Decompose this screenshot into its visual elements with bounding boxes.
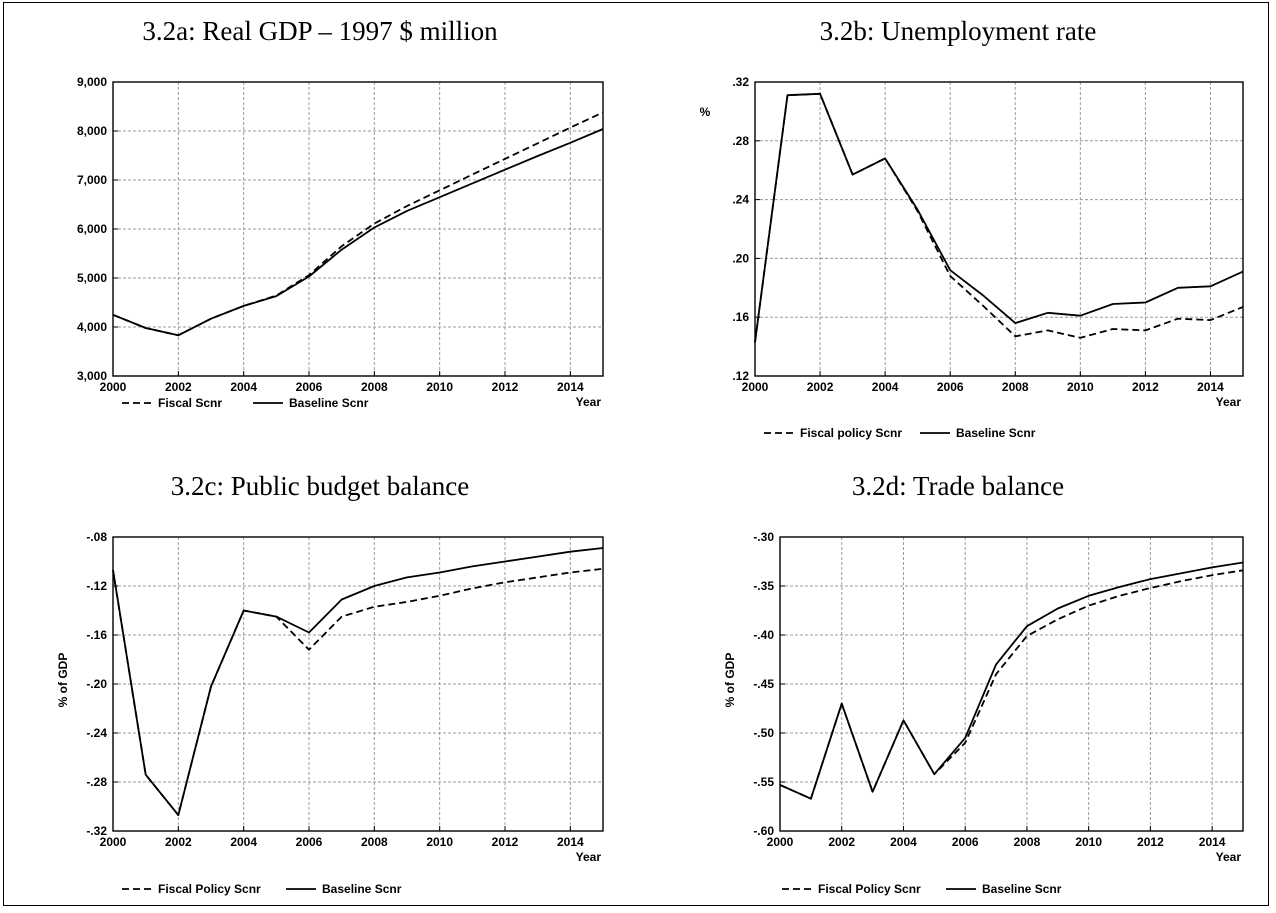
x-tick-label: 2008 <box>1002 380 1029 394</box>
y-tick-label: 6,000 <box>77 222 107 236</box>
y-axis-label: % of GDP <box>723 653 737 708</box>
x-tick-label: 2000 <box>742 380 769 394</box>
x-tick-label: 2012 <box>492 835 519 849</box>
y-tick-label: -.60 <box>753 824 774 838</box>
y-tick-label: 4,000 <box>77 320 107 334</box>
y-tick-label: 9,000 <box>77 75 107 89</box>
x-axis-label: Year <box>1216 850 1242 864</box>
legend-label: Baseline Scnr <box>982 882 1062 896</box>
panel-budget: 3.2c: Public budget balance 2000 2002 2004… <box>0 455 640 913</box>
x-tick-label: 2008 <box>361 835 388 849</box>
x-tick-label: 2010 <box>1067 380 1094 394</box>
x-tick-label: 2006 <box>952 835 979 849</box>
x-tick-label: 2004 <box>890 835 917 849</box>
series-line-baseline <box>112 547 604 816</box>
x-tick-label: 2008 <box>361 380 388 394</box>
chart-unemployment: 2000 2002 2004 2006 2008 2010 2012 2014 .12 .16 .2… <box>700 75 1244 440</box>
y-tick-label: .16 <box>732 310 749 324</box>
x-tick-label: 2002 <box>807 380 834 394</box>
y-tick-label: 7,000 <box>77 173 107 187</box>
y-tick-label: 3,000 <box>77 369 107 383</box>
y-tick-label: -.30 <box>753 530 774 544</box>
y-tick-label: -.24 <box>86 726 107 740</box>
plot-frame <box>754 81 1244 377</box>
y-tick-label: -.55 <box>753 775 774 789</box>
x-tick-label: 2004 <box>872 380 899 394</box>
x-tick-label: 2008 <box>1014 835 1041 849</box>
x-tick-label: 2002 <box>165 835 192 849</box>
y-tick-label: -.20 <box>86 677 107 691</box>
series-line-baseline <box>754 92 1244 343</box>
x-axis-label: Year <box>576 850 602 864</box>
y-tick-label: -.28 <box>86 775 107 789</box>
y-tick-label: -.08 <box>86 530 107 544</box>
x-tick-label: 2012 <box>1132 380 1159 394</box>
series-line-baseline <box>112 128 604 337</box>
x-tick-label: 2004 <box>230 380 257 394</box>
panel-gdp: 3.2a: Real GDP – 1997 $ million 2000 2002… <box>0 0 640 450</box>
figure-frame <box>3 2 1269 906</box>
chart-title: 3.2a: Real GDP – 1997 $ million <box>142 16 498 46</box>
y-axis-label: % of GDP <box>56 653 70 708</box>
chart-trade: 2000 2002 2004 2006 2008 2010 2012 2014 -.60 -.55… <box>723 530 1244 896</box>
x-tick-label: 2014 <box>1199 835 1226 849</box>
chart-title: 3.2c: Public budget balance <box>170 471 470 501</box>
x-tick-label: 2002 <box>828 835 855 849</box>
y-tick-label: -.12 <box>86 579 107 593</box>
y-tick-label: .12 <box>732 369 749 383</box>
series-line-fiscal <box>754 92 1244 343</box>
y-tick-label: -.35 <box>753 579 774 593</box>
y-tick-label: 8,000 <box>77 124 107 138</box>
x-tick-label: 2000 <box>100 835 127 849</box>
x-axis-label: Year <box>1216 395 1242 409</box>
x-tick-label: 2012 <box>492 380 519 394</box>
chart-title: 3.2d: Trade balance <box>851 471 1065 501</box>
x-tick-label: 2012 <box>1137 835 1164 849</box>
x-tick-label: 2000 <box>767 835 794 849</box>
legend-label: Baseline Scnr <box>322 882 402 896</box>
x-tick-label: 2004 <box>230 835 257 849</box>
chart-gdp: 2000 2002 2004 2006 2008 2010 2012 2014 3,000 4,0… <box>77 75 604 410</box>
series-line-fiscal <box>112 111 604 337</box>
y-tick-label: -.16 <box>86 628 107 642</box>
legend-label: Baseline Scnr <box>289 396 369 410</box>
x-tick-label: 2010 <box>426 380 453 394</box>
panel-trade: 3.2d: Trade balance 2000 2002 2004 2006 2008… <box>640 455 1276 913</box>
x-axis-label: Year <box>576 395 602 409</box>
series-line-baseline <box>779 561 1244 800</box>
chart-budget: 2000 2002 2004 2006 2008 2010 2012 2014 -.32 -.28… <box>56 530 604 896</box>
y-tick-label: -.40 <box>753 628 774 642</box>
x-tick-label: 2006 <box>296 835 323 849</box>
x-tick-label: 2014 <box>1197 380 1224 394</box>
x-tick-label: 2010 <box>426 835 453 849</box>
legend-label: Fiscal Policy Scnr <box>158 882 261 896</box>
x-tick-label: 2002 <box>165 380 192 394</box>
y-tick-label: .24 <box>732 193 749 207</box>
y-tick-label: .32 <box>732 75 749 89</box>
chart-title: 3.2b: Unemployment rate <box>819 16 1097 46</box>
series-line-fiscal <box>112 567 604 816</box>
x-tick-label: 2006 <box>937 380 964 394</box>
x-tick-label: 2014 <box>557 380 584 394</box>
y-tick-label: -.50 <box>753 726 774 740</box>
panel-unemployment: 3.2b: Unemployment rate 2000 2002 2004 2006… <box>640 0 1276 450</box>
legend-label: Fiscal Scnr <box>158 396 222 410</box>
x-tick-label: 2006 <box>296 380 323 394</box>
y-tick-label: -.45 <box>753 677 774 691</box>
y-tick-label: .20 <box>732 251 749 265</box>
y-tick-label: 5,000 <box>77 271 107 285</box>
legend-label: Fiscal Policy Scnr <box>818 882 921 896</box>
legend-label: Fiscal policy Scnr <box>800 426 902 440</box>
legend-label: Baseline Scnr <box>956 426 1036 440</box>
y-axis-label: % <box>700 105 711 119</box>
y-tick-label: -.32 <box>86 824 107 838</box>
x-tick-label: 2010 <box>1075 835 1102 849</box>
x-tick-label: 2014 <box>557 835 584 849</box>
y-tick-label: .28 <box>732 134 749 148</box>
x-tick-label: 2000 <box>100 380 127 394</box>
